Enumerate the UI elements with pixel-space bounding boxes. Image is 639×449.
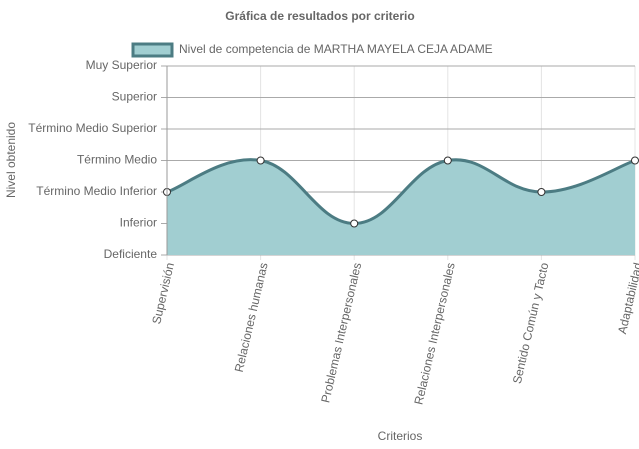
line: [166, 158, 636, 226]
y-tick-label: Muy Superior: [86, 58, 157, 72]
legend-swatch: [131, 42, 174, 58]
x-tick-label: Relaciones humanas: [232, 261, 271, 373]
point: [631, 156, 639, 165]
x-tick-label: Problemas Interpersonales: [318, 261, 364, 404]
point: [443, 156, 452, 165]
x-tick-label: Supervisión: [149, 261, 177, 325]
y-tick-label: Inferior: [120, 216, 157, 230]
y-tick-label: Deficiente: [104, 247, 158, 261]
area-fill: [167, 159, 635, 255]
point: [537, 188, 546, 196]
y-tick-label: Superior: [112, 90, 157, 104]
y-tick-label: Término Medio: [77, 153, 157, 167]
y-axis-title: Nivel obtenido: [4, 122, 18, 198]
x-tick-label: Sentido Común y Tacto: [510, 261, 552, 385]
x-axis-title: Criterios: [378, 429, 423, 443]
legend-label: Nivel de competencia de MARTHA MAYELA CE…: [179, 42, 493, 56]
x-tick-label: Relaciones Interpersonales: [411, 261, 457, 406]
x-tick-label: Adaptabilidad: [615, 261, 639, 335]
chart-title: Gráfica de resultados por criterio: [225, 9, 414, 23]
y-tick-label: Término Medio Superior: [28, 121, 157, 135]
point: [256, 156, 265, 165]
y-tick-label: Término Medio Inferior: [36, 184, 157, 198]
point: [350, 219, 359, 228]
